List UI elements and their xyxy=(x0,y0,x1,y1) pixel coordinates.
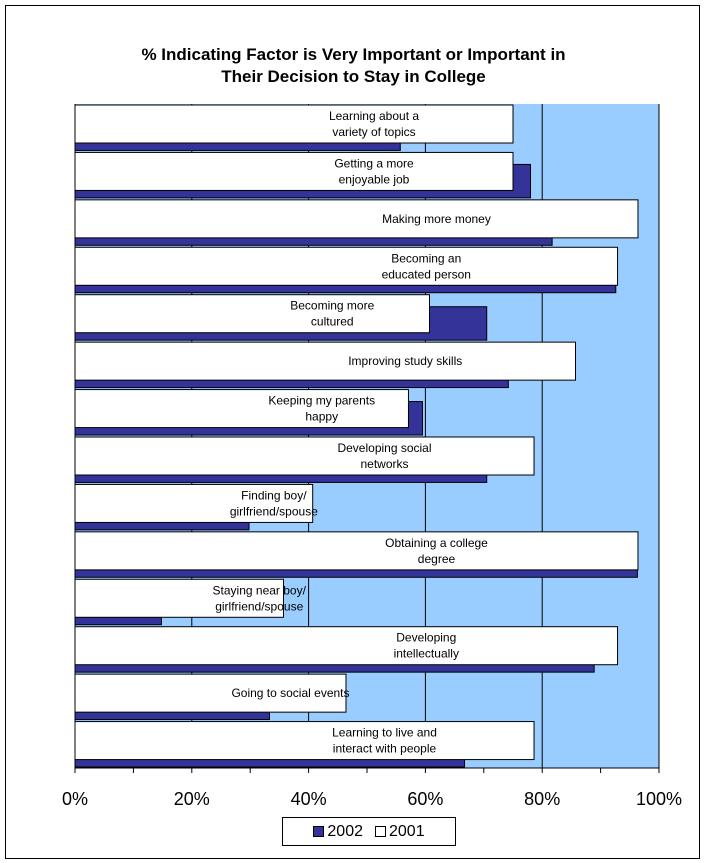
x-tick-label: 40% xyxy=(291,789,327,809)
bar-label-developing-social-networks: Developing social networks xyxy=(337,441,431,471)
legend-label-2002: 2002 xyxy=(327,822,363,840)
chart-title-line-1: % Indicating Factor is Very Important or… xyxy=(141,45,566,64)
bar-label-learning-to-live-and-interact-with-people: Learning to live and interact with people xyxy=(332,726,437,756)
bar-label-becoming-more-cultured: Becoming more cultured xyxy=(290,299,374,329)
x-tick-label: 20% xyxy=(174,789,210,809)
bar-2001-staying-near-boy-girlfriend-spouse xyxy=(74,578,284,618)
bar-2001-finding-boy-girlfriend-spouse xyxy=(74,483,314,523)
bar-2001-going-to-social-events xyxy=(74,673,347,713)
bar-2001-improving-study-skills xyxy=(74,341,576,381)
bar-label-becoming-an-educated-person: Becoming an educated person xyxy=(382,251,471,281)
legend-swatch-2001 xyxy=(375,826,386,837)
bar-label-finding-boy-girlfriend-spouse: Finding boy/girlfriend/spouse xyxy=(230,488,318,518)
bar-2001-keeping-my-parents-happy xyxy=(74,389,409,429)
chart-title-line-2: Their Decision to Stay in College xyxy=(221,67,486,86)
x-tick-label: 0% xyxy=(62,789,88,809)
x-axis: 0% 20% 40% 60% 80% 100% xyxy=(62,104,682,809)
bar-label-learning-about-a-variety-of-topics: Learning about a variety of topics xyxy=(329,109,419,139)
bar-2001-obtaining-a-college-degree xyxy=(74,531,639,571)
bar-label-keeping-my-parents-happy: Keeping my parents happy xyxy=(268,394,375,424)
bar-label-developing-intellectually: Developing intellectually xyxy=(394,631,459,661)
x-tick-label: 100% xyxy=(636,789,682,809)
bar-label-making-more-money: Making more money xyxy=(382,212,491,226)
x-tick-label: 80% xyxy=(524,789,560,809)
legend: 2002 2001 xyxy=(282,817,456,846)
bar-label-staying-near-boy-girlfriend-spouse: Staying near boy/girlfriend/spouse xyxy=(213,583,307,613)
legend-swatch-2002 xyxy=(313,826,325,837)
bar-2001-developing-social-networks xyxy=(74,436,535,476)
bar-2001-getting-a-more-enjoyable-job xyxy=(74,151,514,191)
bars: Learning about a variety of topics Getting… xyxy=(74,104,639,768)
bar-2001-developing-intellectually xyxy=(74,626,619,666)
bar-2001-learning-to-live-and-interact-with-people xyxy=(74,721,535,761)
bar-label-going-to-social-events: Going to social events xyxy=(231,686,349,700)
x-tick-label: 60% xyxy=(407,789,443,809)
bar-2001-becoming-an-educated-person xyxy=(74,246,619,286)
bar-label-obtaining-a-college-degree: Obtaining a college degree xyxy=(385,536,488,566)
bar-label-improving-study-skills: Improving study skills xyxy=(348,354,462,368)
legend-item-2001: 2001 xyxy=(375,823,425,841)
bar-2001-learning-about-a-variety-of-topics xyxy=(74,104,514,144)
legend-label-2001: 2001 xyxy=(389,822,425,840)
legend-item-2002: 2002 xyxy=(313,823,363,841)
bar-2001-becoming-more-cultured xyxy=(74,294,430,334)
chart-title: % Indicating Factor is Very Important or… xyxy=(0,44,707,88)
bar-label-getting-a-more-enjoyable-job: Getting a more enjoyable job xyxy=(334,156,414,186)
bar-2001-making-more-money xyxy=(74,199,639,239)
